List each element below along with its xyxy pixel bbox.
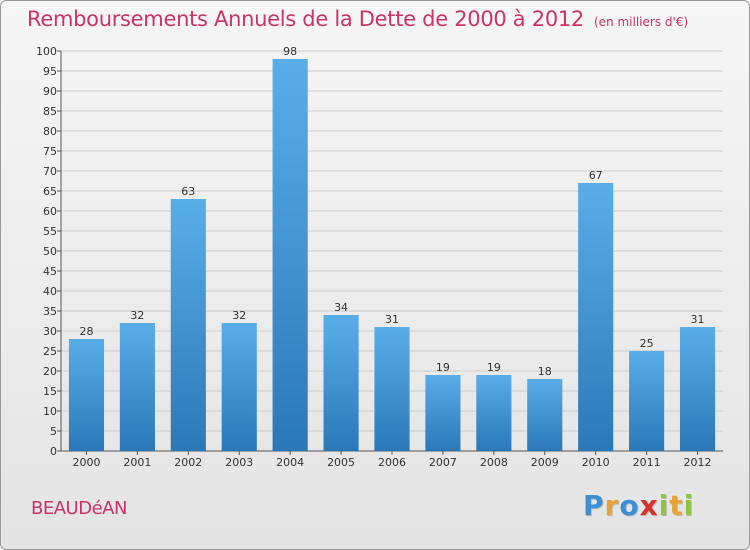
x-tick-label: 2005 (327, 456, 355, 469)
x-tick-label: 2003 (225, 456, 253, 469)
data-label: 63 (181, 185, 195, 198)
x-tick-label: 2006 (378, 456, 406, 469)
data-label: 31 (691, 313, 705, 326)
bar (527, 379, 563, 451)
y-tick-label: 50 (43, 245, 57, 258)
proxiti-logo: Proxiti (583, 489, 694, 522)
bar (221, 323, 257, 451)
y-tick-label: 95 (43, 65, 57, 78)
data-label: 25 (640, 337, 654, 350)
bar (679, 327, 716, 451)
x-tick-label: 2009 (531, 456, 559, 469)
x-tick-label: 2010 (582, 456, 610, 469)
y-tick-label: 60 (43, 205, 57, 218)
data-label: 19 (436, 361, 450, 374)
bars (68, 59, 716, 451)
y-tick-label: 40 (43, 285, 57, 298)
x-tick-label: 2002 (174, 456, 202, 469)
logo-letter: t (669, 489, 684, 522)
x-tick-label: 2008 (480, 456, 508, 469)
y-tick-label: 0 (50, 445, 57, 458)
chart-title-text: Remboursements Annuels de la Dette de 20… (27, 7, 584, 31)
commune-name: BEAUDéAN (31, 498, 127, 519)
y-tick-label: 45 (43, 265, 57, 278)
bar (323, 315, 359, 451)
x-tick-label: 2001 (123, 456, 151, 469)
data-label: 28 (79, 325, 93, 338)
bar (374, 327, 410, 451)
x-tick-label: 2004 (276, 456, 304, 469)
y-tick-label: 35 (43, 305, 57, 318)
chart-subtitle: (en milliers d'€) (594, 15, 689, 29)
y-tick-label: 75 (43, 145, 57, 158)
y-tick-label: 15 (43, 385, 57, 398)
bar (119, 323, 155, 451)
logo-letter: i (658, 489, 670, 522)
y-tick-label: 100 (36, 45, 57, 58)
labels: 0 5 10 15 20 25 30 35 40 45 50 55 60 65 70 75 80 85 90 95 10… (36, 45, 712, 469)
y-tick-label: 80 (43, 125, 57, 138)
y-tick-label: 85 (43, 105, 57, 118)
logo-letter: r (604, 489, 620, 522)
y-tick-label: 65 (43, 185, 57, 198)
x-tick-label: 2012 (684, 456, 712, 469)
x-tick-label: 2000 (72, 456, 100, 469)
bar (68, 339, 105, 451)
y-tick-label: 55 (43, 225, 57, 238)
logo-letter: o (619, 489, 640, 522)
bar (272, 59, 308, 451)
x-tick-label: 2007 (429, 456, 457, 469)
data-label: 32 (130, 309, 144, 322)
bar (629, 351, 665, 451)
y-tick-label: 70 (43, 165, 57, 178)
chart-title: Remboursements Annuels de la Dette de 20… (27, 7, 688, 31)
y-tick-label: 25 (43, 345, 57, 358)
bar (170, 199, 206, 451)
y-tick-label: 90 (43, 85, 57, 98)
data-label: 18 (538, 365, 552, 378)
y-tick-label: 10 (43, 405, 57, 418)
logo-letter: x (639, 489, 659, 522)
bar (476, 375, 512, 451)
logo-letter: P (583, 489, 605, 522)
bar (425, 375, 461, 451)
y-tick-label: 5 (50, 425, 57, 438)
x-tick-label: 2011 (633, 456, 661, 469)
y-tick-label: 30 (43, 325, 57, 338)
bar (578, 183, 614, 451)
data-label: 19 (487, 361, 501, 374)
y-tick-label: 20 (43, 365, 57, 378)
data-label: 67 (589, 169, 603, 182)
data-label: 98 (283, 45, 297, 58)
data-label: 32 (232, 309, 246, 322)
logo-letter: i (683, 489, 695, 522)
data-label: 31 (385, 313, 399, 326)
data-label: 34 (334, 301, 348, 314)
